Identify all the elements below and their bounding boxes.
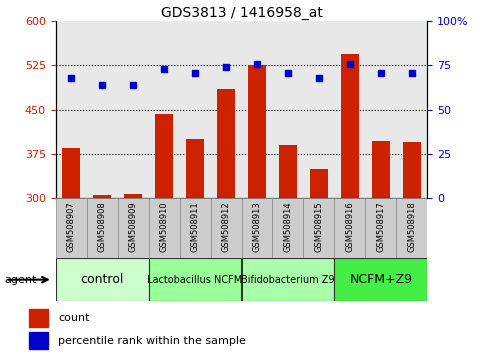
Bar — [93, 195, 112, 198]
Bar — [303, 21, 334, 198]
Text: GSM508912: GSM508912 — [222, 201, 230, 252]
Bar — [211, 21, 242, 198]
Bar — [56, 21, 86, 198]
Bar — [155, 114, 173, 198]
Bar — [149, 21, 180, 198]
Point — [160, 66, 168, 72]
Bar — [366, 21, 396, 198]
Bar — [272, 21, 303, 198]
Text: Lactobacillus NCFM: Lactobacillus NCFM — [147, 275, 242, 285]
Bar — [310, 169, 328, 198]
Bar — [335, 21, 365, 198]
Bar — [366, 21, 397, 198]
Text: GSM508913: GSM508913 — [253, 201, 261, 252]
Bar — [397, 21, 427, 198]
Point — [191, 70, 199, 75]
Bar — [186, 139, 204, 198]
Bar — [334, 198, 366, 258]
Text: GSM508910: GSM508910 — [159, 201, 169, 252]
Bar — [180, 21, 210, 198]
Point — [284, 70, 292, 75]
Bar — [86, 198, 117, 258]
Bar — [86, 21, 117, 198]
Bar — [180, 21, 211, 198]
Bar — [242, 258, 334, 301]
Bar — [242, 21, 272, 198]
Bar — [87, 21, 117, 198]
Point — [222, 64, 230, 70]
Text: agent: agent — [5, 275, 37, 285]
Text: GSM508915: GSM508915 — [314, 201, 324, 252]
Bar — [272, 21, 303, 198]
Text: GSM508914: GSM508914 — [284, 201, 293, 252]
Bar — [211, 21, 241, 198]
Bar — [149, 258, 242, 301]
Bar — [117, 198, 149, 258]
Text: GSM508909: GSM508909 — [128, 201, 138, 252]
Text: GSM508911: GSM508911 — [190, 201, 199, 252]
Bar — [149, 198, 180, 258]
Text: control: control — [80, 273, 124, 286]
Bar — [149, 21, 180, 198]
Bar — [62, 148, 80, 198]
Bar — [124, 194, 142, 198]
Bar — [242, 198, 272, 258]
Point — [129, 82, 137, 88]
Bar — [56, 198, 86, 258]
Bar — [86, 21, 117, 198]
Bar — [366, 198, 397, 258]
Text: GSM508907: GSM508907 — [67, 201, 75, 252]
Bar — [117, 21, 149, 198]
Bar — [56, 258, 149, 301]
Bar — [211, 198, 242, 258]
Bar — [56, 21, 86, 198]
Bar — [56, 21, 86, 198]
Text: GSM508918: GSM508918 — [408, 201, 416, 252]
Bar — [397, 21, 427, 198]
Bar — [273, 21, 303, 198]
Bar — [397, 198, 427, 258]
Point — [408, 70, 416, 75]
Text: NCFM+Z9: NCFM+Z9 — [350, 273, 412, 286]
Point — [346, 61, 354, 67]
Bar — [117, 21, 149, 198]
Bar — [334, 21, 366, 198]
Text: count: count — [58, 313, 89, 323]
Point — [315, 75, 323, 81]
Bar — [242, 21, 272, 198]
Bar — [341, 54, 359, 198]
Title: GDS3813 / 1416958_at: GDS3813 / 1416958_at — [160, 6, 323, 20]
Text: percentile rank within the sample: percentile rank within the sample — [58, 336, 246, 346]
Bar — [29, 332, 48, 349]
Bar — [403, 142, 421, 198]
Text: GSM508908: GSM508908 — [98, 201, 107, 252]
Point — [253, 61, 261, 67]
Bar — [372, 141, 390, 198]
Bar — [304, 21, 334, 198]
Bar — [397, 21, 427, 198]
Point — [98, 82, 106, 88]
Bar — [366, 21, 397, 198]
Bar — [149, 21, 179, 198]
Text: Bifidobacterium Z9: Bifidobacterium Z9 — [241, 275, 335, 285]
Bar — [118, 21, 148, 198]
Bar — [217, 89, 235, 198]
Point — [67, 75, 75, 81]
Bar — [303, 21, 334, 198]
Text: GSM508916: GSM508916 — [345, 201, 355, 252]
Bar — [272, 198, 303, 258]
Point — [377, 70, 385, 75]
Bar — [180, 21, 211, 198]
Bar — [180, 198, 211, 258]
Bar — [303, 198, 334, 258]
Text: GSM508917: GSM508917 — [376, 201, 385, 252]
Bar — [248, 65, 266, 198]
Bar — [29, 309, 48, 327]
Bar — [211, 21, 242, 198]
Bar — [279, 145, 297, 198]
Bar — [334, 258, 427, 301]
Bar — [242, 21, 272, 198]
Bar — [334, 21, 366, 198]
